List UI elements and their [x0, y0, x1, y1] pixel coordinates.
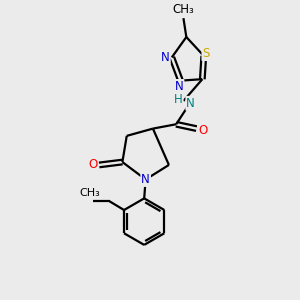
Text: N: N: [175, 80, 183, 93]
Text: CH₃: CH₃: [80, 188, 100, 198]
Text: N: N: [161, 51, 170, 64]
Text: S: S: [202, 47, 210, 60]
Text: N: N: [141, 173, 150, 186]
Text: O: O: [198, 124, 208, 136]
Text: O: O: [88, 158, 98, 171]
Text: H: H: [174, 93, 183, 106]
Text: CH₃: CH₃: [172, 4, 194, 16]
Text: N: N: [186, 97, 195, 110]
